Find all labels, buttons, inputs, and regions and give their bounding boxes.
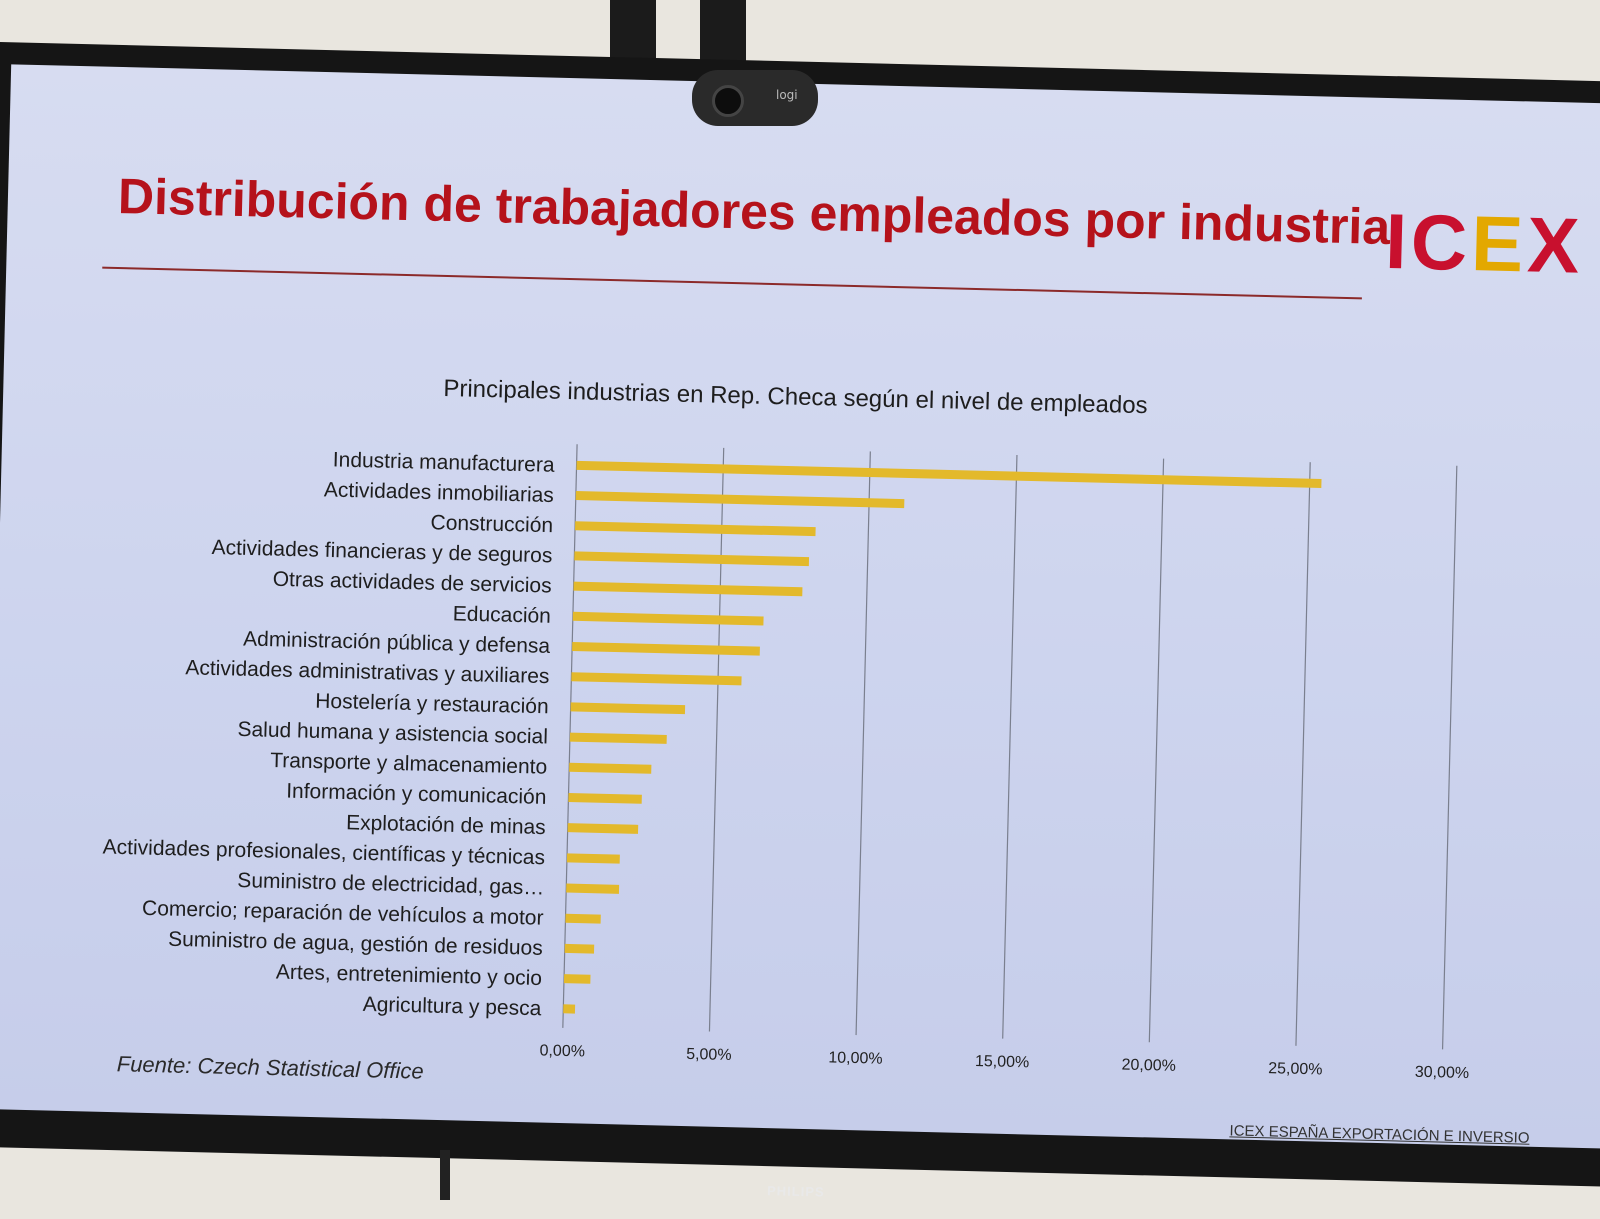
- x-tick-label: 30,00%: [1415, 1064, 1470, 1082]
- gridline: [1148, 458, 1165, 1043]
- webcam-brand: logi: [776, 88, 798, 102]
- category-label: Actividades inmobiliarias: [324, 478, 554, 507]
- bar: [567, 823, 639, 834]
- category-label: Agricultura y pesca: [362, 993, 541, 1020]
- bar-chart: 0,00% 5,00% 10,00% 15,00% 20,00% 25,00% 30,00%…: [102, 444, 1470, 1082]
- webcam-lens-icon: [712, 85, 744, 117]
- webcam: logi: [692, 70, 818, 126]
- bar: [563, 1004, 576, 1014]
- bar: [568, 792, 642, 804]
- bar: [565, 913, 601, 924]
- gridline: [708, 447, 725, 1032]
- bar: [572, 611, 764, 626]
- category-label: Explotación de minas: [346, 811, 546, 839]
- monitor: Distribución de trabajadores empleados p…: [0, 41, 1600, 1200]
- x-tick-label: 10,00%: [828, 1049, 883, 1067]
- bar: [573, 581, 803, 597]
- category-label: Construcción: [430, 511, 553, 537]
- category-label: Información y comunicación: [286, 780, 547, 809]
- x-tick-label: 15,00%: [975, 1053, 1030, 1071]
- bar: [566, 853, 620, 864]
- bar: [570, 702, 686, 715]
- bar: [569, 762, 652, 774]
- slide-screen: Distribución de trabajadores empleados p…: [0, 64, 1600, 1149]
- bar: [571, 672, 742, 686]
- x-tick-label: 0,00%: [539, 1042, 585, 1060]
- bar: [563, 974, 591, 984]
- x-tick-label: 5,00%: [686, 1046, 732, 1064]
- category-label: Suministro de electricidad, gas…: [237, 869, 544, 899]
- monitor-brand: PHILIPS: [766, 1183, 825, 1200]
- x-tick-label: 20,00%: [1121, 1057, 1176, 1075]
- category-label: Otras actividades de servicios: [272, 568, 551, 598]
- category-label: Transporte y almacenamiento: [270, 749, 548, 779]
- bar: [569, 732, 667, 744]
- category-label: Hostelería y restauración: [315, 690, 549, 719]
- category-label: Actividades financieras y de seguros: [211, 536, 552, 567]
- gridline: [1295, 462, 1311, 1046]
- category-label: Salud humana y asistencia social: [237, 718, 548, 749]
- category-label: Actividades profesionales, científicas y…: [102, 835, 545, 869]
- gridline: [855, 451, 871, 1036]
- monitor-stand: [440, 1150, 450, 1200]
- x-tick-label: 25,00%: [1268, 1060, 1323, 1078]
- bar: [574, 551, 810, 567]
- bar: [576, 460, 1322, 489]
- bar: [575, 491, 905, 509]
- category-label: Comercio; reparación de vehículos a moto…: [142, 897, 544, 930]
- bar: [566, 883, 620, 894]
- category-label: Industria manufacturera: [333, 448, 556, 476]
- category-label: Artes, entretenimiento y ocio: [276, 961, 543, 990]
- gridline: [1441, 465, 1458, 1050]
- bar: [564, 943, 595, 954]
- bar: [574, 521, 816, 537]
- category-label: Suministro de agua, gestión de residuos: [168, 928, 543, 960]
- gridline: [1002, 454, 1018, 1039]
- category-label: Actividades administrativas y auxiliares: [185, 656, 550, 688]
- category-label: Educación: [453, 602, 552, 627]
- bar: [572, 641, 760, 656]
- category-label: Administración pública y defensa: [243, 627, 551, 658]
